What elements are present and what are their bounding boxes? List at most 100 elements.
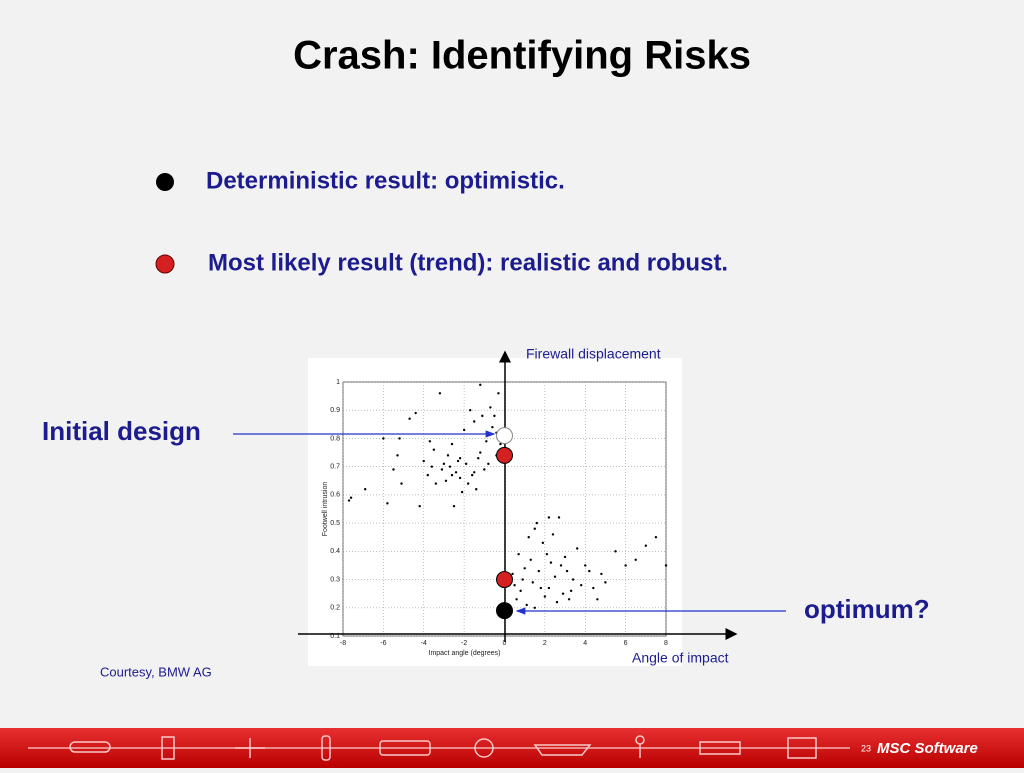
scatter-point	[456, 459, 460, 463]
scatter-point	[523, 567, 526, 570]
scatter-point	[511, 572, 514, 576]
x-tick-label: -4	[421, 640, 427, 647]
scatter-point	[458, 476, 462, 480]
highlight-point	[496, 446, 513, 464]
scatter-point	[513, 584, 516, 587]
scatter-point	[479, 383, 482, 387]
scatter-point	[537, 569, 541, 573]
scatter-point	[604, 581, 607, 584]
scatter-point	[521, 578, 524, 581]
scatter-point	[497, 392, 500, 395]
scatter-point	[527, 536, 530, 539]
scatter-point	[575, 547, 579, 550]
scatter-point	[614, 550, 617, 553]
x-tick-label: 6	[624, 640, 628, 647]
x-tick-label: -2	[461, 640, 467, 647]
y-tick-label: 0.2	[330, 605, 340, 612]
scatter-point	[549, 561, 553, 564]
scatter-point	[430, 465, 434, 468]
scatter-point	[454, 471, 458, 474]
y-tick-label: 0.5	[330, 520, 340, 527]
scatter-point	[452, 504, 456, 508]
scatter-point	[466, 482, 470, 485]
highlight-point	[496, 602, 513, 620]
x-tick-label: 0	[503, 640, 507, 647]
bullet-dot	[155, 254, 175, 274]
scatter-point	[533, 606, 536, 609]
scatter-point	[428, 440, 432, 443]
scatter-point	[440, 468, 444, 471]
scatter-point	[444, 479, 448, 482]
highlight-point	[496, 571, 513, 589]
scatter-point	[547, 516, 551, 519]
scatter-point	[624, 564, 627, 567]
y-tick-label: 0.9	[330, 407, 340, 414]
scatter-point	[519, 589, 522, 593]
scatter-point	[569, 589, 573, 593]
x-tick-label: -8	[340, 640, 346, 647]
scatter-point	[392, 468, 395, 471]
callout: optimum?	[804, 594, 930, 624]
y-tick-label: 0.3	[330, 576, 340, 583]
scatter-point	[664, 564, 668, 567]
scatter-point	[596, 598, 599, 601]
scatter-point	[571, 578, 575, 581]
scatter-point	[654, 536, 658, 539]
scatter-point	[533, 527, 536, 530]
scatter-point	[364, 488, 367, 491]
scatter-point	[567, 598, 571, 601]
scatter-point	[563, 555, 567, 559]
scatter-point	[347, 499, 351, 502]
bullet-dot	[156, 173, 174, 191]
scatter-point	[539, 586, 543, 590]
scatter-point	[515, 598, 518, 601]
scatter-point	[644, 544, 648, 547]
scatter-point	[483, 468, 486, 471]
x-tick-label: 2	[543, 640, 547, 647]
scatter-point	[450, 442, 454, 446]
scatter-point	[584, 564, 587, 567]
scatter-point	[414, 411, 417, 415]
bullet-text: Deterministic result: optimistic.	[206, 167, 565, 194]
scatter-point	[553, 575, 557, 578]
scatter-point	[432, 448, 436, 451]
scatter-point	[592, 586, 595, 590]
y-tick-label: 0.6	[330, 492, 340, 499]
scatter-point	[535, 521, 538, 525]
scatter-point	[493, 414, 496, 418]
scatter-point	[561, 592, 565, 595]
scatter-point	[450, 473, 454, 477]
scatter-point	[400, 482, 403, 485]
scatter-point	[382, 437, 385, 440]
scatter-point	[487, 462, 490, 466]
scatter-point	[541, 541, 545, 545]
scatter-point	[446, 454, 450, 457]
y-tick-label: 0.7	[330, 464, 340, 471]
scatter-point	[543, 595, 547, 598]
scatter-point	[588, 569, 591, 573]
scatter-point	[468, 409, 472, 412]
scatter-point	[555, 600, 559, 604]
scatter-point	[481, 414, 484, 418]
y-tick-label: 0.8	[330, 435, 340, 442]
y-tick-label: 1	[336, 379, 340, 386]
scatter-point	[545, 552, 549, 556]
scatter-point	[462, 428, 466, 432]
scatter-point	[396, 454, 399, 457]
scatter-point	[477, 457, 480, 460]
scatter-point	[398, 437, 401, 440]
scatter-point	[479, 451, 482, 454]
highlight-point	[496, 427, 513, 445]
logo: MSC Software	[877, 740, 978, 757]
scatter-point	[386, 502, 389, 505]
y-axis-label: Footwell intrusion	[322, 482, 329, 537]
scatter-point	[471, 473, 474, 477]
scatter-point	[448, 465, 452, 468]
scatter-point	[600, 572, 603, 576]
scatter-point	[517, 552, 520, 556]
scatter-point	[525, 603, 528, 607]
scatter-point	[473, 420, 476, 423]
scatter-point	[426, 473, 429, 477]
plot: -8 -6 -4 -2 0 2 4 6 8 0.1 0.2 0.3 0.4 0.5 0.6 0.7 0.8 0.9…	[322, 379, 668, 657]
